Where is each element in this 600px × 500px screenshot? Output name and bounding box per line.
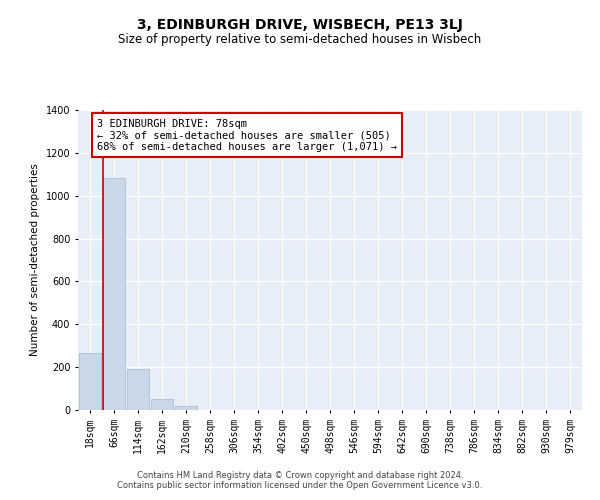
Text: Size of property relative to semi-detached houses in Wisbech: Size of property relative to semi-detach… — [118, 32, 482, 46]
Text: 3 EDINBURGH DRIVE: 78sqm
← 32% of semi-detached houses are smaller (505)
68% of : 3 EDINBURGH DRIVE: 78sqm ← 32% of semi-d… — [97, 118, 397, 152]
Text: Contains HM Land Registry data © Crown copyright and database right 2024.
Contai: Contains HM Land Registry data © Crown c… — [118, 470, 482, 490]
Bar — [175, 406, 197, 410]
Bar — [79, 353, 101, 410]
Text: 3, EDINBURGH DRIVE, WISBECH, PE13 3LJ: 3, EDINBURGH DRIVE, WISBECH, PE13 3LJ — [137, 18, 463, 32]
Y-axis label: Number of semi-detached properties: Number of semi-detached properties — [30, 164, 40, 356]
Bar — [127, 370, 149, 410]
Bar — [151, 400, 173, 410]
Bar — [103, 178, 125, 410]
